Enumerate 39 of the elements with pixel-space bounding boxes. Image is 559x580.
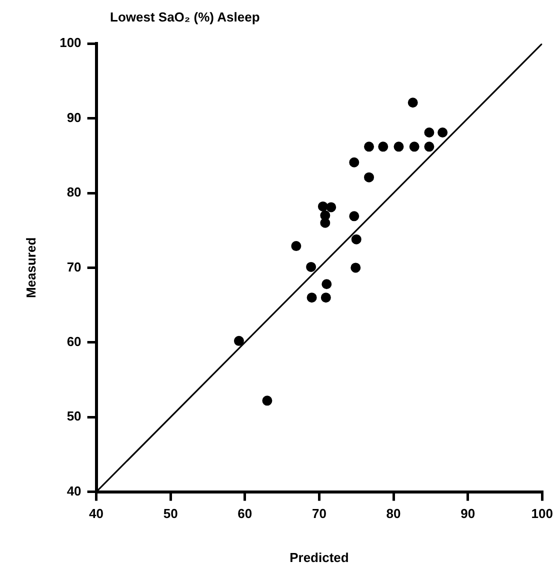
x-tick-label: 80 (386, 506, 401, 522)
point (291, 241, 302, 252)
point (364, 172, 374, 182)
x-axis-title: Predicted (290, 550, 349, 565)
y-tick-label: 60 (66, 334, 82, 349)
point (234, 336, 244, 346)
y-tick-label: 70 (66, 259, 82, 274)
point (438, 127, 448, 138)
x-tick-label: 100 (531, 506, 554, 522)
x-tick-label: 90 (460, 506, 476, 522)
x-tick-label: 60 (238, 506, 252, 522)
point (408, 98, 418, 108)
point (350, 262, 361, 273)
point (349, 211, 360, 222)
point (306, 292, 317, 303)
x-tick-label: 40 (89, 506, 104, 522)
point (306, 262, 316, 272)
point (409, 142, 420, 152)
point (320, 218, 330, 228)
y-axis-title: Measured (23, 237, 38, 298)
point (349, 157, 360, 168)
x-tick-label: 70 (312, 506, 326, 522)
y-tick-label: 50 (66, 408, 82, 424)
point (424, 127, 434, 138)
point (262, 396, 272, 406)
point (322, 279, 332, 290)
y-tick-label: 40 (66, 483, 82, 498)
chart-title: Lowest SaO₂ (%) Asleep (110, 9, 260, 24)
y-tick-label: 90 (66, 110, 82, 125)
point (378, 142, 388, 152)
point (326, 202, 336, 212)
point (424, 142, 434, 152)
point (351, 234, 362, 244)
x-tick-label: 50 (163, 506, 178, 522)
point (364, 142, 374, 152)
y-tick-label: 100 (60, 35, 82, 50)
point (394, 142, 404, 152)
point (320, 292, 331, 303)
y-tick-label: 80 (66, 184, 82, 200)
